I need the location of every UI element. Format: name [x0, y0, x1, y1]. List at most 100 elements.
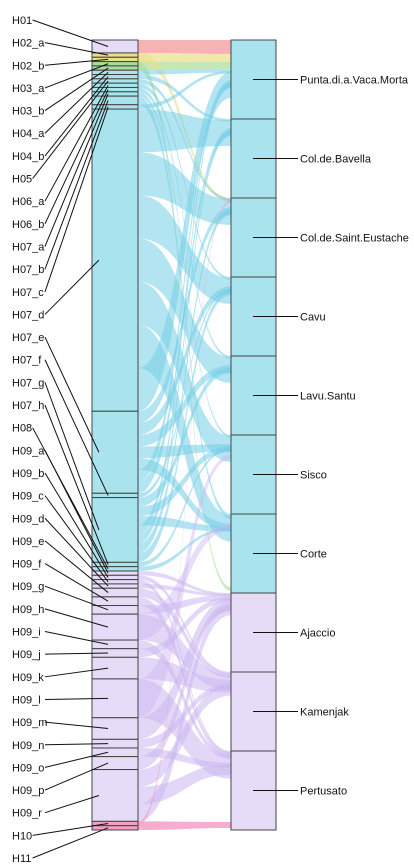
purple-flow: [138, 524, 231, 641]
right-label: Sisco: [300, 470, 327, 482]
purple-flow: [138, 747, 231, 768]
cyan-flow: [138, 367, 231, 507]
left-leader-line: [32, 823, 109, 836]
left-leader-line: [44, 382, 100, 531]
left-leader-line: [44, 93, 109, 247]
right-label: Punta.di.a.Vaca.Morta: [300, 75, 409, 87]
left-leader-line: [44, 721, 109, 730]
left-label: H07_g: [12, 377, 44, 389]
left-label: H11: [12, 853, 31, 863]
right-label: Corte: [300, 549, 327, 561]
right-label: Col.de.Bavella: [300, 154, 372, 166]
left-node-h09_h: [91, 613, 139, 641]
purple-flow: [138, 596, 231, 658]
right-label: Cavu: [300, 312, 326, 324]
left-leader-line: [44, 472, 109, 578]
left-label: H05: [12, 174, 32, 186]
purple-flow: [138, 604, 231, 822]
left-leader-line: [44, 495, 109, 583]
left-node-h09_i: [91, 639, 139, 650]
left-leader-line: [32, 827, 109, 859]
left-node-h09_k: [91, 656, 139, 680]
cyan-flow: [138, 71, 231, 110]
cyan-flow: [138, 152, 231, 225]
left-label: H07_h: [12, 400, 44, 412]
right-label-layer: Punta.di.a.Vaca.Morta Col.de.Bavella Col.d…: [253, 75, 409, 798]
left-label: H10: [12, 830, 32, 842]
cyan-flow: [138, 130, 231, 544]
purple-flow: [138, 588, 231, 679]
left-label: H09_l: [12, 694, 41, 706]
left-label: H09_h: [12, 604, 44, 616]
left-node-h07_f: [91, 492, 139, 499]
cyan-flow: [138, 289, 231, 563]
left-label: H07_c: [12, 287, 44, 299]
left-label: H09_e: [12, 536, 44, 548]
right-label: Ajaccio: [300, 628, 335, 640]
left-leader-line: [44, 450, 109, 574]
left-leader-line: [44, 85, 109, 202]
left-leader-line: [44, 58, 109, 66]
left-node-h04_b: [91, 74, 139, 80]
left-label: H09_n: [12, 740, 44, 752]
cyan-flow: [138, 74, 231, 122]
purple-flow: [138, 583, 231, 597]
cyan-flow: [138, 527, 231, 571]
pink-flow: [138, 200, 231, 826]
purple-flow: [138, 614, 231, 691]
left-node-h07_g: [91, 497, 139, 563]
cyan-flow: [138, 286, 231, 435]
cyan-flow: [138, 207, 231, 423]
left-label: H02_b: [12, 60, 44, 72]
purple-flow: [138, 602, 231, 770]
left-leader-line: [44, 743, 109, 746]
left-label: H03_b: [12, 106, 44, 118]
left-leader-line: [44, 63, 109, 89]
left-label: H04_a: [12, 128, 45, 140]
left-label: H07_f: [12, 355, 42, 367]
left-node-h07_d: [91, 108, 139, 412]
left-label: H09_m: [12, 717, 47, 729]
left-leader-line: [44, 794, 100, 814]
left-leader-line: [44, 540, 109, 593]
left-node-h01: [91, 39, 139, 54]
left-node-h09_a: [91, 570, 139, 576]
left-node-h06_a: [91, 82, 139, 88]
left-label: H07_d: [12, 309, 44, 321]
left-node-h02_b: [91, 56, 139, 63]
left-leader-line: [44, 89, 109, 225]
right-label: Col.de.Saint.Eustache: [300, 233, 409, 245]
left-label: H06_a: [12, 196, 45, 208]
left-label: H09_k: [12, 672, 44, 684]
yellow-flow: [138, 52, 231, 62]
left-leader-line: [44, 67, 109, 112]
left-node-h09_m: [91, 717, 139, 740]
left-label: H07_a: [12, 241, 45, 253]
left-label: H09_r: [12, 808, 42, 820]
left-label: H09_b: [12, 468, 44, 480]
left-label: H09_d: [12, 513, 44, 525]
left-leader-line: [44, 652, 109, 655]
cyan-flow: [138, 72, 231, 412]
left-leader-line: [44, 42, 109, 56]
left-leader-line: [44, 100, 109, 270]
left-leader-line: [44, 697, 109, 700]
left-leader-line: [44, 336, 100, 453]
left-node-h03_b: [91, 65, 139, 71]
left-node-h07_b: [91, 95, 139, 106]
left-label: H09_c: [12, 491, 44, 503]
cyan-flow: [138, 448, 231, 567]
left-node-h11: [91, 825, 139, 831]
left-label: H06_b: [12, 219, 44, 231]
left-leader-line: [44, 563, 109, 602]
purple-flow: [138, 640, 231, 759]
left-leader-line: [44, 106, 109, 292]
cyan-flow: [138, 70, 231, 75]
left-label: H02_a: [12, 38, 45, 50]
left-node-h09_r: [91, 769, 139, 822]
left-leader-line: [44, 76, 109, 157]
left-label: H08: [12, 423, 32, 435]
flow-layer: [138, 40, 231, 830]
